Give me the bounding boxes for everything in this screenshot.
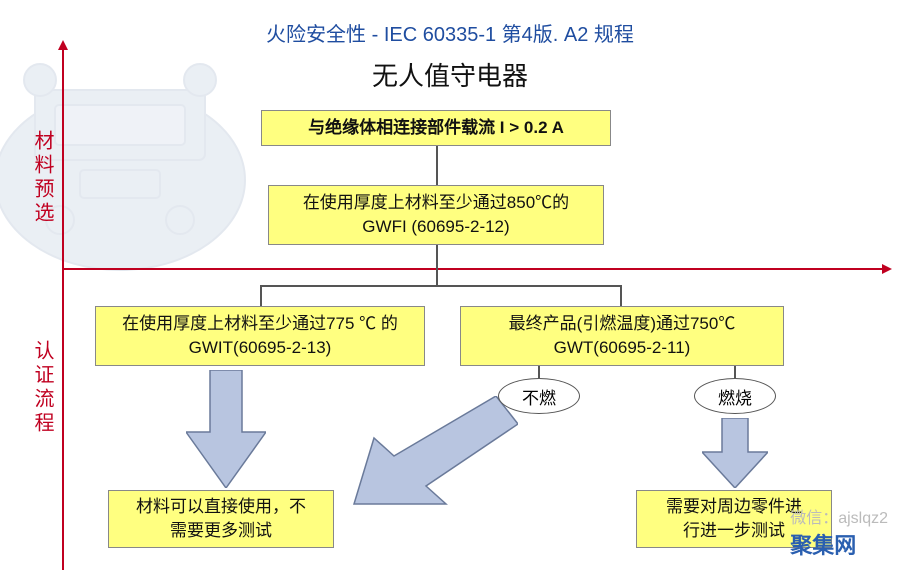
connector <box>260 285 622 287</box>
node-line1: 在使用厚度上材料至少通过775 ℃ 的 <box>122 312 398 336</box>
axis-horizontal <box>62 268 882 270</box>
node-line1: 需要对周边零件进 <box>666 495 802 519</box>
ellipse-text: 不燃 <box>522 384 556 409</box>
node-direct-use: 材料可以直接使用，不 需要更多测试 <box>108 490 334 548</box>
decision-no-ignite: 不燃 <box>498 378 580 414</box>
ellipse-text: 燃烧 <box>718 384 752 409</box>
connector <box>538 366 540 378</box>
connector <box>436 146 438 185</box>
watermark: 微信：ajslqz2 聚集网 <box>790 504 888 560</box>
node-text: 与绝缘体相连接部件载流 I > 0.2 A <box>308 116 564 140</box>
node-current-condition: 与绝缘体相连接部件载流 I > 0.2 A <box>261 110 611 146</box>
node-line2: 行进一步测试 <box>683 519 785 543</box>
node-gwfi: 在使用厚度上材料至少通过850℃的 GWFI (60695-2-12) <box>268 185 604 245</box>
connector <box>260 285 262 306</box>
page-subtitle: 无人值守电器 <box>0 56 900 93</box>
node-gwit: 在使用厚度上材料至少通过775 ℃ 的 GWIT(60695-2-13) <box>95 306 425 366</box>
arrow-no-ignite-diag <box>318 396 518 506</box>
node-line1: 在使用厚度上材料至少通过850℃的 <box>303 191 569 215</box>
page-title: 火险安全性 - IEC 60335-1 第4版. A2 规程 <box>0 18 900 47</box>
connector <box>436 245 438 285</box>
node-line1: 材料可以直接使用，不 <box>136 495 306 519</box>
decision-burn: 燃烧 <box>694 378 776 414</box>
node-line2: GWIT(60695-2-13) <box>189 336 332 360</box>
connector <box>734 366 736 378</box>
node-line2: GWT(60695-2-11) <box>554 336 691 360</box>
axis-label-bottom: 认证流程 <box>28 340 57 436</box>
connector <box>620 285 622 306</box>
node-line2: GWFI (60695-2-12) <box>362 215 509 239</box>
axis-vertical <box>62 50 64 570</box>
watermark-line2: 聚集网 <box>790 528 888 560</box>
arrow-burn-down <box>702 418 768 488</box>
watermark-line1: 微信：ajslqz2 <box>790 504 888 528</box>
axis-label-top: 材料预选 <box>28 130 57 226</box>
arrow-gwit-down <box>186 370 266 488</box>
node-line1: 最终产品(引燃温度)通过750℃ <box>509 312 736 336</box>
node-line2: 需要更多测试 <box>170 519 272 543</box>
node-gwt: 最终产品(引燃温度)通过750℃ GWT(60695-2-11) <box>460 306 784 366</box>
